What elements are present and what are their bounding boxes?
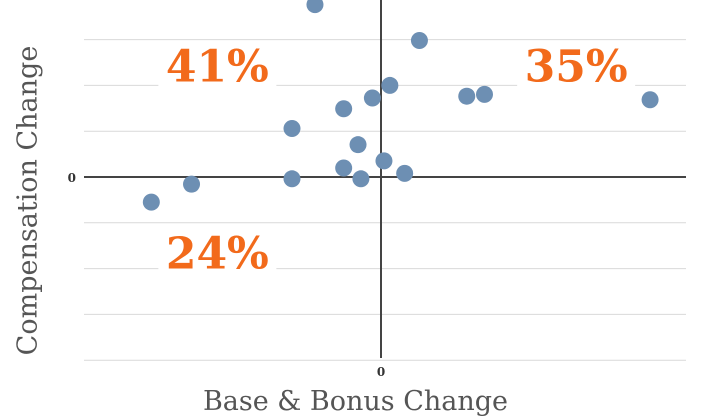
data-point [396,164,414,182]
data-point [283,170,301,188]
data-point [142,193,160,211]
data-point [283,120,301,138]
data-point [363,89,381,107]
data-point [475,85,493,103]
quadrant-label-top-left: 41% [166,42,269,93]
data-points [142,0,659,211]
quadrant-label-bottom-left: 24% [166,228,269,279]
data-point [375,152,393,170]
quadrant-label-top-right: 35% [525,42,628,93]
data-point [458,87,476,105]
data-point [381,76,399,94]
data-point [410,32,428,50]
data-point [183,175,201,193]
y-tick-label-0: 0 [68,171,76,185]
data-point [352,170,370,188]
data-point [335,159,353,177]
y-axis-title-wrap: Compensation Change [2,0,54,400]
scatter-chart: 0 0 41% 35% 24% [68,0,686,379]
axes [84,0,686,358]
quadrant-labels: 41% 35% 24% [158,41,636,279]
data-point [335,100,353,118]
x-tick-label-0: 0 [377,365,385,379]
y-axis-title: Compensation Change [12,45,44,355]
x-axis-title: Base & Bonus Change [202,386,509,417]
data-point [349,136,367,154]
quadrant-label-background [517,41,636,92]
quadrant-label-background [158,228,277,279]
data-point [641,91,659,109]
data-point [306,0,324,14]
quadrant-label-background [158,41,277,92]
